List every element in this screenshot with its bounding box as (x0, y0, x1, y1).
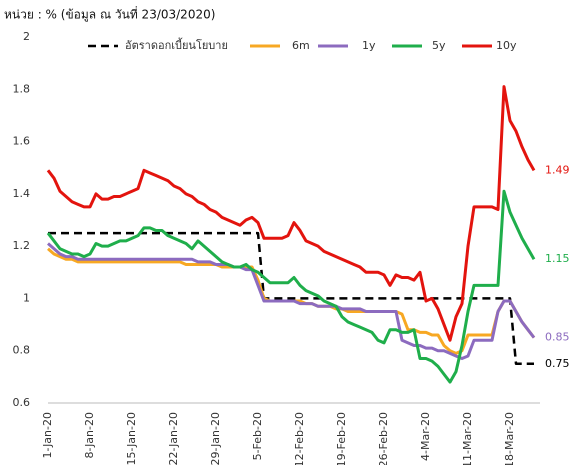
end-label: 0.75 (545, 357, 570, 370)
x-tick-label: 19-Feb-20 (335, 412, 348, 465)
legend-label: 5y (432, 39, 446, 52)
y-tick-label: 0.8 (13, 344, 31, 357)
legend-label: 10y (496, 39, 517, 52)
y-tick-label: 1.2 (13, 239, 31, 252)
y-tick-label: 1.4 (13, 187, 31, 200)
end-label: 1.15 (545, 252, 570, 265)
chart-title: หน่วย : % (ข้อมูล ณ วันที่ 23/03/2020) (4, 6, 215, 23)
series-line (46, 85, 536, 342)
x-tick-label: 12-Feb-20 (293, 412, 306, 465)
y-tick-label: 1.8 (13, 82, 31, 95)
end-label: 0.85 (545, 331, 570, 344)
x-tick-label: 1-Jan-20 (41, 412, 54, 459)
series-line (48, 231, 534, 366)
x-tick-label: 26-Feb-20 (377, 412, 390, 465)
y-tick-label: 0.6 (13, 396, 31, 409)
x-tick-label: 22-Jan-20 (167, 412, 180, 465)
y-tick-label: 1 (23, 291, 30, 304)
x-tick-label: 8-Jan-20 (83, 412, 96, 459)
legend-label: 6m (292, 39, 310, 52)
x-tick-label: 15-Jan-20 (125, 412, 138, 465)
y-tick-label: 1.6 (13, 135, 31, 148)
x-tick-label: 5-Feb-20 (251, 412, 264, 460)
y-tick-label: 2 (23, 30, 30, 43)
x-tick-label: 4-Mar-20 (419, 412, 432, 461)
legend-label: 1y (362, 39, 376, 52)
x-tick-label: 11-Mar-20 (461, 412, 474, 465)
series-line (47, 242, 536, 361)
series-line (46, 189, 536, 384)
x-tick-label: 29-Jan-20 (209, 412, 222, 465)
end-label: 1.49 (545, 163, 570, 176)
legend-label: อัตราดอกเบี้ยนโยบาย (125, 37, 228, 52)
x-tick-label: 18-Mar-20 (503, 412, 516, 465)
